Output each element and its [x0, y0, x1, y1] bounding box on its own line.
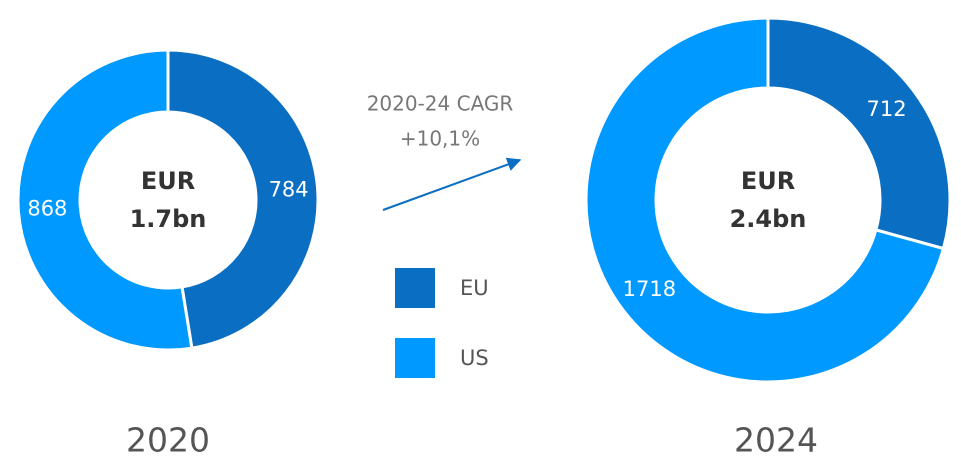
center-label: EUR: [141, 167, 195, 195]
annotation: +10,1%: [400, 127, 480, 151]
legend-swatch: [395, 338, 435, 378]
legend-label: EU: [460, 276, 489, 300]
legend-label: US: [460, 346, 489, 370]
annotation: 2020-24 CAGR: [367, 92, 514, 116]
donut-segment: [166, 48, 320, 350]
chart-title: 2020: [126, 421, 210, 460]
data-label: 784: [269, 177, 309, 201]
arrow: [382, 157, 522, 211]
donut-segment: [766, 16, 952, 251]
center-label: 1.7bn: [130, 205, 207, 233]
data-label: 1718: [623, 277, 676, 301]
donut-segment: [16, 48, 194, 352]
chart-title: 2024: [734, 421, 818, 460]
center-label: EUR: [741, 167, 795, 195]
donut-segment: [584, 16, 946, 384]
data-label: 868: [27, 197, 67, 221]
data-label: 712: [867, 97, 907, 121]
legend-swatch: [395, 268, 435, 308]
center-label: 2.4bn: [730, 205, 807, 233]
